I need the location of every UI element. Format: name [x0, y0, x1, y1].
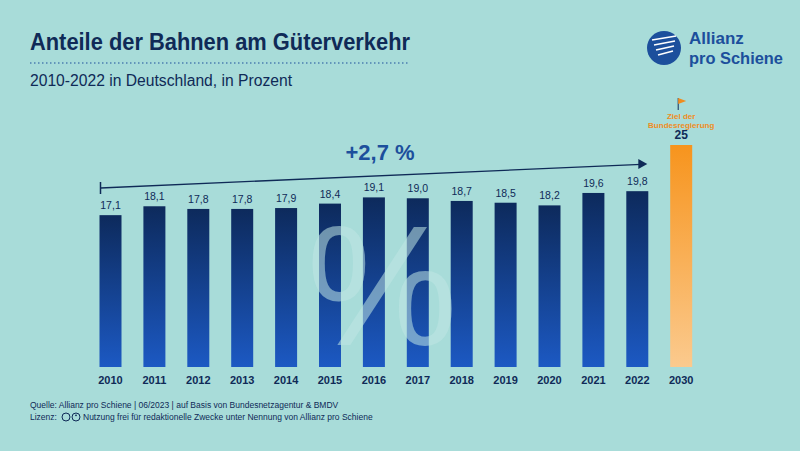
- page: {"chart_data": { "type": "bar", "title":…: [0, 0, 800, 451]
- source: Quelle: Allianz pro Schiene | 06/2023 | …: [30, 400, 339, 410]
- logo: Allianzpro Schiene: [647, 29, 783, 68]
- watermark: %: [306, 191, 457, 381]
- data-label: 25: [675, 128, 689, 142]
- by-icon: [72, 413, 80, 421]
- license-text: Nutzung frei für redaktionelle Zwecke un…: [83, 412, 373, 422]
- data-label: 18,2: [539, 189, 560, 201]
- x-tick-label: 2019: [493, 374, 517, 386]
- arrow-head: [638, 159, 647, 169]
- data-label: 17,9: [276, 192, 297, 204]
- bar: [539, 205, 561, 367]
- background: [0, 0, 800, 451]
- logo-icon: [647, 31, 681, 65]
- trend-label: +2,7 %: [345, 140, 414, 165]
- bar: [187, 209, 209, 367]
- license-icons: [62, 413, 80, 421]
- x-tick-label: 2020: [537, 374, 561, 386]
- x-tick-label: 2013: [230, 374, 254, 386]
- x-tick-label: 2010: [98, 374, 122, 386]
- title: Anteile der Bahnen am Güterverkehr: [30, 28, 410, 55]
- subtitle: 2010-2022 in Deutschland, in Prozent: [30, 72, 293, 89]
- labels: 17,1 2010 18,1 2011 17,8 2012 17,8 2013 17,9 2014…: [98, 128, 693, 386]
- data-label: 18,5: [495, 187, 516, 199]
- x-tick-label: 2011: [142, 374, 166, 386]
- target-label: Ziel der: [667, 112, 695, 121]
- logo-stripe: [658, 51, 673, 55]
- flag: [678, 98, 686, 110]
- target-label: Bundesregierung: [648, 121, 714, 130]
- cc-icon: [62, 413, 70, 421]
- logo-stripe: [656, 46, 674, 50]
- bar: [143, 206, 165, 367]
- chart: Anteile der Bahnen am Güterverkehr 2010-2…: [0, 0, 800, 451]
- bar: [100, 215, 122, 367]
- title-rule: [30, 62, 410, 63]
- bar: [495, 203, 517, 367]
- logo-text: pro Schiene: [689, 49, 783, 68]
- data-label: 17,1: [100, 199, 121, 211]
- x-tick-label: 2030: [669, 374, 693, 386]
- x-tick-label: 2022: [625, 374, 649, 386]
- data-label: 19,6: [583, 177, 604, 189]
- data-label: 17,8: [188, 193, 209, 205]
- x-tick-label: 2014: [274, 374, 299, 386]
- data-label: 18,1: [144, 190, 165, 202]
- x-tick-label: 2021: [581, 374, 605, 386]
- data-label: 17,8: [232, 193, 253, 205]
- bar: [670, 145, 692, 367]
- license-label: Lizenz:: [30, 412, 57, 422]
- by-icon-dot: [75, 414, 77, 416]
- flag-cloth: [678, 98, 686, 104]
- logo-stripe: [652, 36, 676, 40]
- bar: [582, 193, 604, 367]
- bar: [275, 208, 297, 367]
- bar: [231, 209, 253, 367]
- x-tick-label: 2012: [186, 374, 210, 386]
- arrow-line: [101, 164, 642, 188]
- bar: [626, 191, 648, 367]
- data-label: 19,8: [627, 175, 648, 187]
- logo-stripe: [654, 41, 675, 45]
- logo-text: Allianz: [689, 29, 744, 48]
